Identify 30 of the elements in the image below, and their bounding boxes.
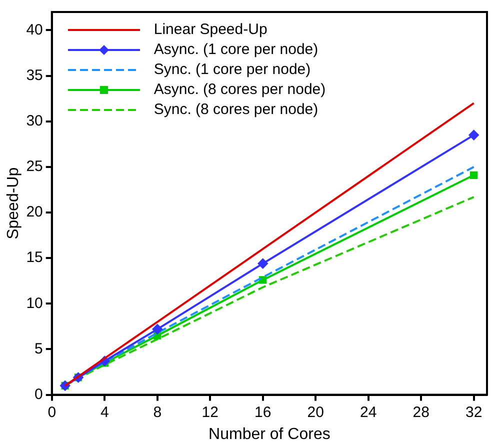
y-tick-label: 0 bbox=[34, 386, 43, 403]
x-tick-label: 16 bbox=[254, 404, 272, 421]
x-tick-label: 20 bbox=[307, 404, 324, 421]
x-tick-label: 8 bbox=[153, 404, 162, 421]
x-tick-label: 0 bbox=[48, 404, 56, 421]
y-tick-label: 25 bbox=[26, 158, 43, 176]
point bbox=[259, 276, 267, 284]
y-tick-label: 10 bbox=[26, 294, 43, 312]
legend-label: Sync. (8 cores per node) bbox=[154, 100, 318, 120]
y-tick-label: 40 bbox=[26, 21, 43, 38]
y-tick-label: 5 bbox=[34, 340, 43, 358]
x-tick-label: 32 bbox=[465, 404, 482, 421]
x-tick-label: 28 bbox=[412, 404, 430, 421]
legend-label: Async. (1 core per node) bbox=[154, 40, 318, 60]
point bbox=[468, 130, 479, 140]
point bbox=[152, 324, 162, 334]
point bbox=[470, 171, 478, 179]
x-tick-label: 4 bbox=[100, 404, 109, 421]
x-tick-label: 24 bbox=[360, 404, 377, 421]
y-tick-label: 20 bbox=[26, 204, 43, 221]
legend-label: Async. (8 cores per node) bbox=[154, 80, 326, 100]
legend-label: Linear Speed-Up bbox=[154, 20, 268, 40]
legend-label: Sync. (1 core per node) bbox=[154, 60, 311, 80]
x-tick-label: 12 bbox=[202, 404, 218, 421]
y-tick-label: 35 bbox=[26, 66, 43, 84]
point bbox=[258, 258, 268, 269]
y-tick-label: 30 bbox=[26, 112, 43, 130]
x-axis-title: Number of Cores bbox=[208, 426, 330, 443]
y-axis-title: Speed-Up bbox=[5, 167, 22, 240]
y-tick-label: 15 bbox=[26, 249, 43, 266]
